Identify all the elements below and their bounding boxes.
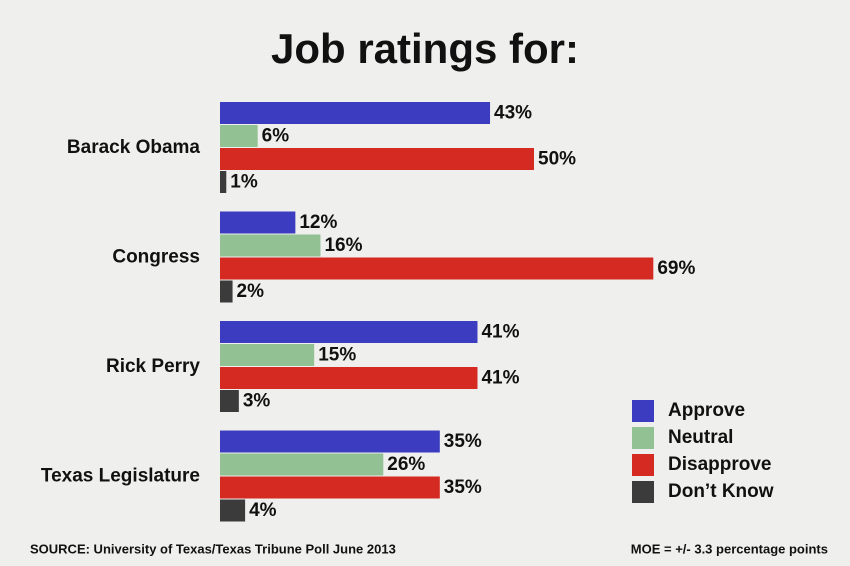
category-label: Texas Legislature [41, 466, 200, 487]
legend-label: Don’t Know [668, 481, 774, 502]
legend-swatch [632, 427, 654, 449]
bar [220, 257, 654, 280]
chart-title: Job ratings for: [271, 25, 579, 72]
bar [220, 476, 440, 499]
source: SOURCE: University of Texas/Texas Tribun… [30, 541, 396, 556]
value-label: 26% [387, 454, 425, 475]
value-label: 12% [299, 212, 337, 233]
value-label: 4% [249, 500, 277, 521]
legend-swatch [632, 454, 654, 476]
value-label: 3% [243, 391, 271, 412]
legend-label: Neutral [668, 427, 733, 448]
note: MOE = +/- 3.3 percentage points [631, 541, 828, 556]
legend-label: Approve [668, 400, 745, 421]
value-label: 41% [481, 368, 519, 389]
value-label: 16% [324, 235, 362, 256]
value-label: 41% [481, 322, 519, 343]
value-label: 1% [230, 172, 258, 193]
value-label: 35% [444, 477, 482, 498]
value-label: 69% [657, 258, 695, 279]
value-label: 50% [538, 149, 576, 170]
bar [220, 453, 384, 476]
legend-swatch [632, 481, 654, 503]
value-label: 15% [318, 345, 356, 366]
bar [220, 171, 227, 193]
value-label: 2% [237, 281, 265, 302]
category-label: Rick Perry [106, 356, 200, 377]
bar [220, 321, 478, 343]
bar [220, 367, 478, 389]
bar [220, 344, 315, 366]
bar [220, 390, 239, 412]
value-label: 35% [444, 431, 482, 452]
bar [220, 148, 534, 170]
legend-label: Disapprove [668, 454, 771, 475]
bar [220, 234, 321, 257]
bar [220, 430, 440, 453]
value-label: 43% [494, 103, 532, 124]
bar [220, 280, 233, 303]
bar [220, 499, 246, 522]
value-label: 6% [262, 126, 290, 147]
category-label: Barack Obama [67, 137, 201, 158]
legend-swatch [632, 400, 654, 422]
bar [220, 102, 491, 124]
bar [220, 125, 258, 147]
bar [220, 211, 296, 234]
category-label: Congress [112, 247, 200, 268]
